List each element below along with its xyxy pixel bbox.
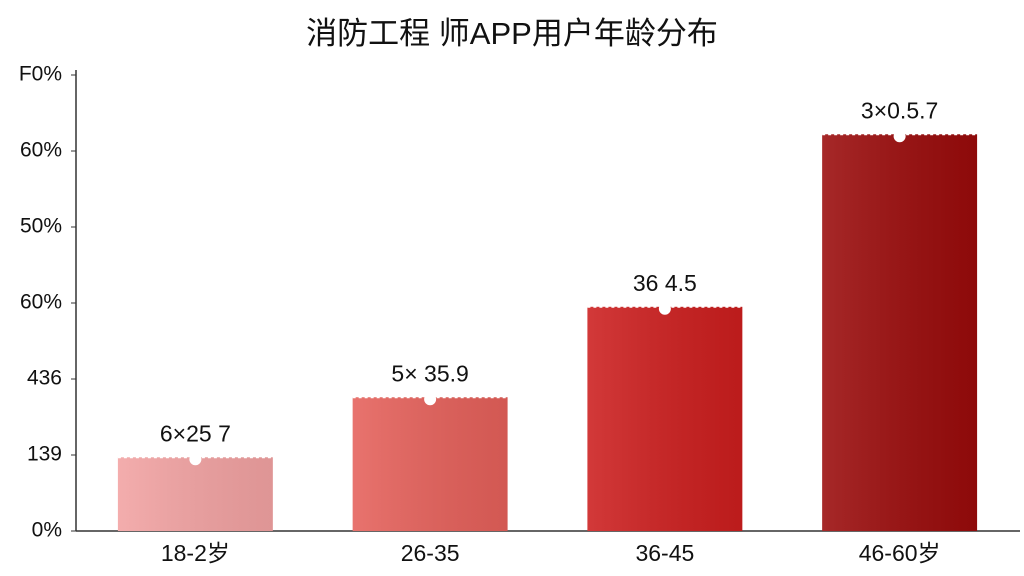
value-label: 3×0.5.7 — [861, 97, 938, 123]
value-label: 36 4.5 — [633, 270, 697, 296]
bar-dot — [658, 302, 671, 315]
bar-shade — [587, 306, 743, 531]
y-tick-label: 50% — [20, 215, 62, 238]
bar-shade — [822, 134, 978, 531]
y-tick-label: 0% — [32, 519, 62, 542]
y-tick-label: 60% — [20, 139, 62, 162]
bar-shade — [352, 397, 508, 531]
x-tick-label: 46-60岁 — [859, 540, 941, 566]
bar-shade — [117, 457, 273, 531]
bar-dot — [424, 393, 437, 406]
x-tick-label: 18-2岁 — [161, 540, 230, 566]
bar-dot — [189, 453, 202, 466]
value-label: 6×25 7 — [160, 420, 231, 446]
y-tick-label: 436 — [27, 367, 62, 390]
x-tick-label: 26-35 — [401, 540, 460, 566]
y-tick-label: 139 — [27, 443, 62, 466]
value-label: 5× 35.9 — [391, 360, 468, 386]
bar-dot — [893, 130, 906, 143]
x-tick-label: 36-45 — [635, 540, 694, 566]
y-tick-label: F0% — [19, 63, 62, 86]
chart-title: 消防工程 师APP用户年龄分布 — [306, 16, 718, 51]
y-tick-label: 60% — [20, 291, 62, 314]
